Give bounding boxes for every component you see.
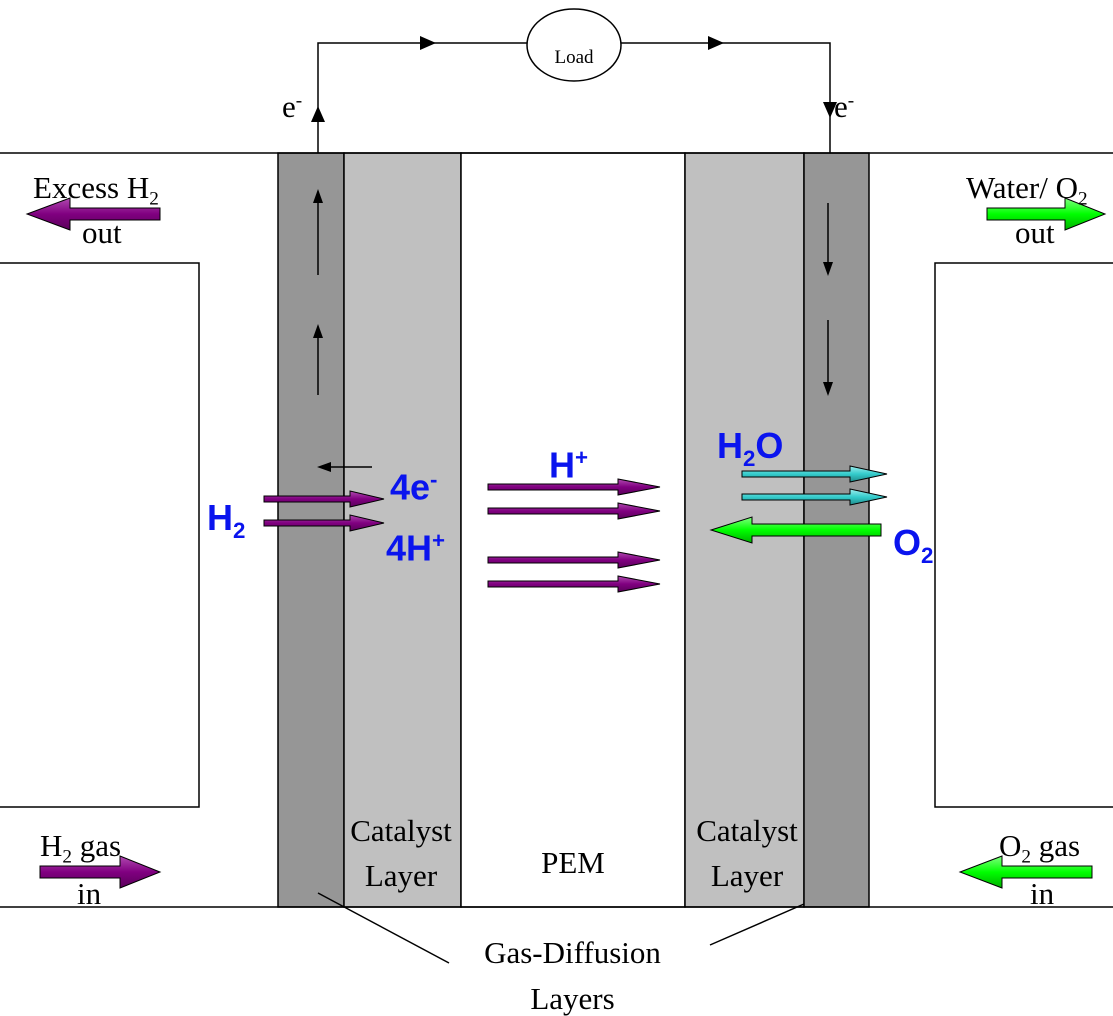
electron-right-sup: - [847,90,855,112]
catalyst-layer-left-label-2: Layer [364,858,438,893]
gdl-leader-lines [317,892,805,964]
circuit-arrowheads [311,36,837,122]
o2-gas-in-label: O2 gas [999,828,1081,868]
catalyst-layer-right-label-2: Layer [710,858,784,893]
proton-flow-label: H+ [549,444,589,486]
water-o2-out-label: Water/ O2 [966,170,1088,210]
pem-label: PEM [541,845,605,880]
hydrogen-arrows [25,197,661,889]
cell-outline [0,152,1113,908]
electrons-sup: - [430,467,438,492]
excess-h2-sub: 2 [149,188,159,210]
electron-label-left: e- [282,89,303,124]
protons-sup: + [432,528,446,553]
o2-species-label: O2 [893,522,934,568]
electrons-species-label: 4e- [390,466,438,508]
load-label: Load [554,47,594,68]
water-arrows [741,465,888,506]
h2-species-sub: 2 [233,517,246,543]
o2-gas-sub: 2 [1021,846,1031,868]
proton-flow-sup: + [575,445,589,470]
h2-gas-in-label: H2 gas [40,828,122,868]
electron-left-sup: - [295,90,303,112]
h2-in-word: in [77,876,102,911]
catalyst-layer-anode [343,152,462,908]
excess-h2-out-label: Excess H2 [33,170,159,210]
o2-species-sub: 2 [921,542,934,568]
h2-gas-sub: 2 [62,846,72,868]
catalyst-layer-left-label: Catalyst [350,813,452,848]
gdl-label-2: Layers [530,981,615,1016]
oxygen-arrows [709,197,1107,889]
protons-species-label: 4H+ [386,527,446,569]
water-species-label: H2O [717,425,784,471]
o2-in-word: in [1030,876,1055,911]
catalyst-layer-right-label: Catalyst [696,813,798,848]
water-o2-sub: 2 [1077,188,1088,210]
water-out-word: out [1015,215,1055,250]
electron-flow-arrows [313,189,833,472]
excess-out-word: out [82,215,122,250]
load-resistor [526,8,622,82]
gas-diffusion-layer-anode [277,152,345,908]
gdl-label: Gas-Diffusion [484,935,661,970]
electron-label-right: e- [834,89,855,124]
water-sub: 2 [743,445,756,471]
h2-species-label: H2 [207,497,246,543]
